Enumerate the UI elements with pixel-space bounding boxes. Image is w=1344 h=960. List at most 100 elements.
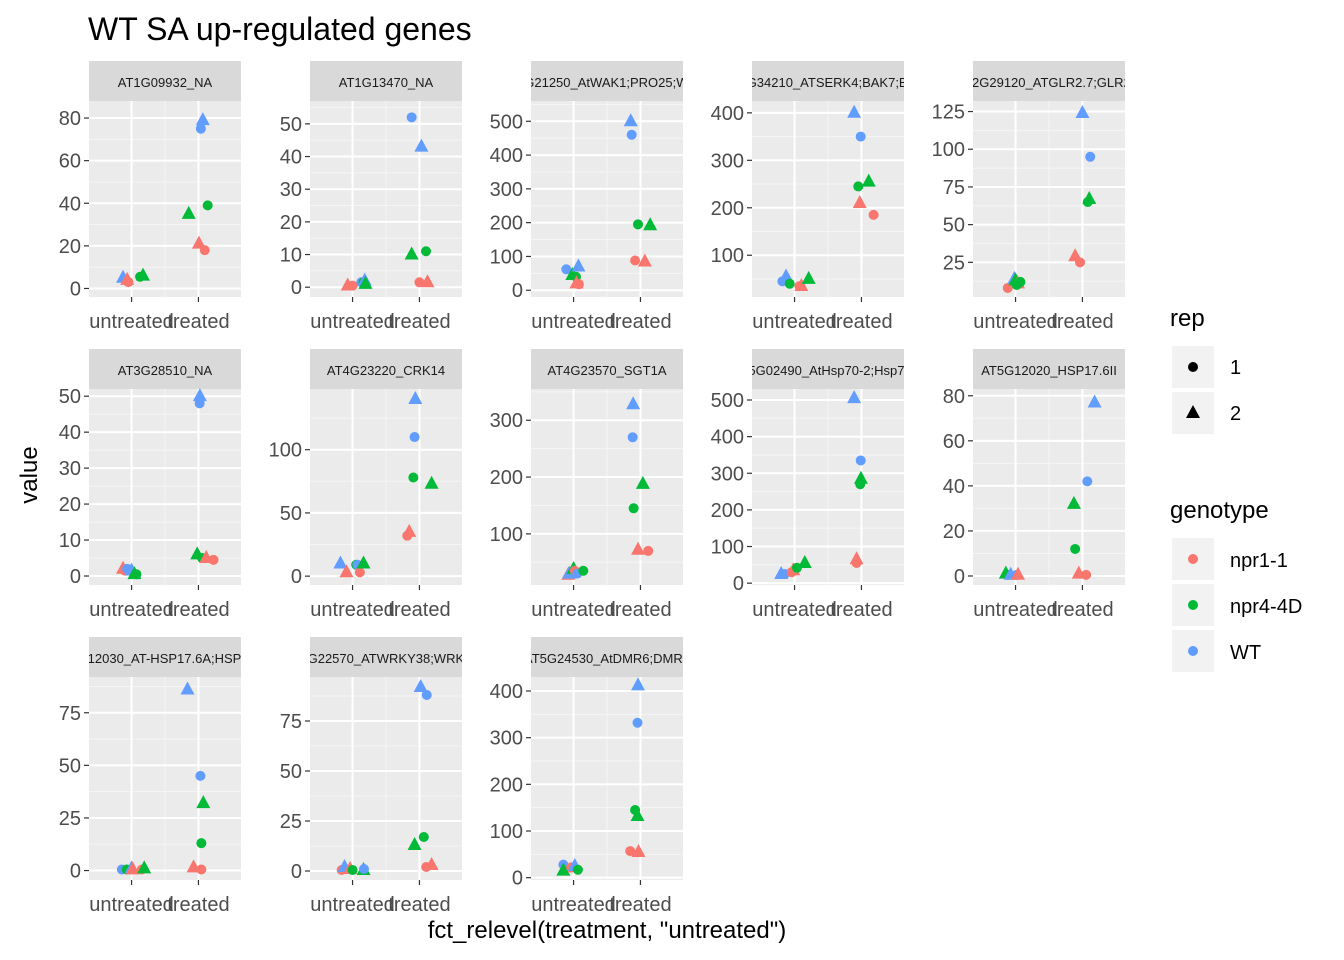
y-tick-label: 400 — [490, 681, 523, 703]
legend-label: 2 — [1230, 403, 1241, 425]
data-point — [631, 677, 646, 691]
data-point — [358, 864, 369, 874]
data-point — [418, 832, 429, 842]
facet-strip-label: AT5G12030_AT-HSP17.6A;HSP17.6A — [55, 651, 276, 666]
x-tick-label: treated — [1051, 599, 1113, 621]
data-point — [191, 235, 206, 249]
x-tick-label: treated — [609, 599, 671, 621]
data-point — [630, 255, 641, 266]
y-tick-label: 10 — [59, 530, 81, 552]
facet-strip — [531, 637, 683, 677]
x-tick-label: untreated — [973, 311, 1058, 333]
y-tick-label: 0 — [70, 278, 81, 300]
y-tick-label: 50 — [943, 215, 965, 237]
data-point — [1087, 394, 1102, 408]
x-tick-label: untreated — [89, 599, 174, 621]
x-tick-label: untreated — [531, 311, 616, 333]
y-tick-label: 20 — [943, 521, 965, 543]
data-point — [630, 808, 645, 822]
y-tick-label: 50 — [280, 761, 302, 783]
x-tick-label: untreated — [973, 599, 1058, 621]
y-tick-label: 50 — [59, 755, 81, 777]
data-point — [202, 200, 213, 211]
legend-key-symbol — [1188, 646, 1198, 656]
y-tick-label: 400 — [711, 103, 744, 125]
data-point — [643, 217, 658, 231]
data-point — [626, 396, 641, 410]
y-tick-label: 400 — [711, 427, 744, 449]
y-tick-label: 30 — [280, 179, 302, 201]
facet-strip — [310, 61, 462, 101]
x-tick-label: untreated — [89, 311, 174, 333]
y-tick-label: 50 — [59, 386, 81, 408]
y-tick-label: 500 — [490, 111, 523, 133]
data-point — [196, 838, 207, 849]
x-tick-label: untreated — [531, 599, 616, 621]
y-tick-label: 20 — [59, 494, 81, 516]
x-tick-label: treated — [388, 311, 450, 333]
data-point — [196, 795, 211, 809]
data-point — [633, 219, 644, 230]
y-tick-label: 75 — [280, 711, 302, 733]
data-point — [420, 274, 435, 288]
y-tick-label: 200 — [490, 467, 523, 489]
facet-strip-label: AT1G13470_NA — [339, 75, 434, 90]
facet-strip-label: AT5G24530_AtDMR6;DMR6 — [524, 651, 690, 666]
data-point — [347, 865, 358, 875]
y-tick-label: 50 — [280, 503, 302, 525]
y-tick-label: 0 — [291, 566, 302, 588]
y-tick-label: 400 — [490, 145, 523, 167]
legend-key-symbol — [1188, 362, 1198, 372]
y-tick-label: 0 — [70, 566, 81, 588]
data-point — [861, 173, 876, 187]
x-tick-label: treated — [167, 311, 229, 333]
data-point — [1070, 543, 1081, 554]
data-point — [195, 123, 206, 134]
data-point — [1066, 495, 1081, 509]
facet-panel: AT5G02490_AtHsp70-2;Hsp70-2 0 100 200 300 400… — [711, 349, 904, 621]
data-point — [631, 843, 646, 857]
legend-label: npr4-4D — [1230, 596, 1302, 618]
y-tick-label: 100 — [490, 246, 523, 268]
data-point — [195, 770, 206, 781]
data-point — [573, 279, 584, 290]
y-tick-label: 125 — [932, 102, 965, 124]
data-point — [347, 280, 358, 291]
data-point — [408, 391, 423, 405]
data-point — [556, 862, 571, 876]
data-point — [794, 278, 809, 292]
data-point — [625, 846, 636, 857]
data-point — [333, 555, 348, 569]
facet-panel: AT5G12020_HSP17.6II 0 20 40 60 80 untreatedtre… — [943, 349, 1125, 621]
y-tick-label: 0 — [954, 566, 965, 588]
y-tick-label: 0 — [291, 861, 302, 883]
data-point — [414, 138, 429, 152]
y-tick-label: 60 — [59, 151, 81, 173]
facet-strip-label: AT1G09932_NA — [118, 75, 213, 90]
chart-title: WT SA up-regulated genes — [88, 11, 472, 47]
facet-strip-label: AT4G23220_CRK14 — [327, 363, 445, 378]
facet-strip — [973, 61, 1125, 101]
x-tick-label: untreated — [531, 894, 616, 916]
x-tick-label: treated — [167, 894, 229, 916]
legend-label: npr1-1 — [1230, 550, 1288, 572]
y-tick-label: 30 — [59, 458, 81, 480]
data-point — [623, 113, 638, 127]
data-point — [627, 432, 638, 443]
facet-strip-label: AT5G22570_ATWRKY38;WRKY38 — [285, 651, 488, 666]
facet-strip — [531, 61, 683, 101]
x-tick-label: treated — [609, 311, 671, 333]
y-tick-label: 25 — [943, 252, 965, 274]
data-point — [572, 864, 583, 875]
facet-panel: AT5G24530_AtDMR6;DMR6 0 100 200 300 400 untrea… — [490, 637, 690, 916]
data-point — [855, 455, 866, 466]
data-point — [407, 836, 422, 850]
data-point — [421, 246, 432, 257]
x-tick-label: untreated — [310, 894, 395, 916]
y-tick-label: 20 — [59, 236, 81, 258]
data-point — [1082, 190, 1097, 204]
